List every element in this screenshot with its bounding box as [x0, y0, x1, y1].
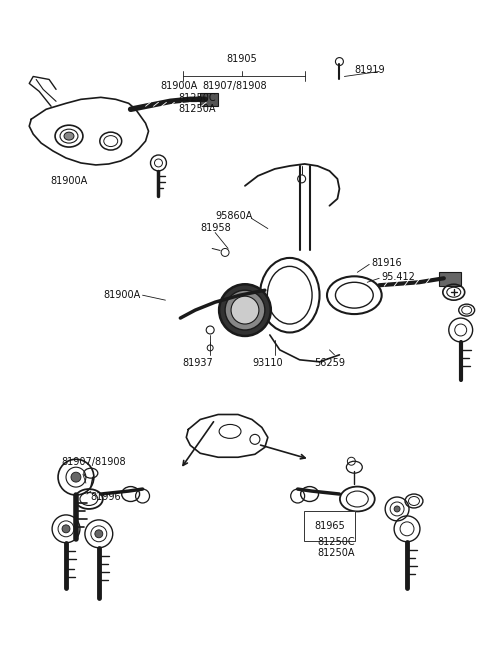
Ellipse shape: [225, 290, 265, 330]
Text: 56259: 56259: [314, 358, 345, 368]
Text: 95860A: 95860A: [215, 211, 252, 221]
Text: 81900A: 81900A: [50, 176, 88, 186]
Text: 81919: 81919: [354, 64, 385, 74]
Text: 81907/81908: 81907/81908: [61, 457, 126, 467]
Text: 81958: 81958: [200, 223, 231, 233]
Text: 81907/81908: 81907/81908: [202, 81, 267, 91]
Text: 81250C: 81250C: [318, 537, 355, 547]
Text: 81250A: 81250A: [318, 548, 355, 558]
Circle shape: [62, 525, 70, 533]
Text: 81965: 81965: [314, 521, 345, 531]
Ellipse shape: [64, 132, 74, 140]
Text: 81900A: 81900A: [103, 290, 141, 300]
Text: 81900A: 81900A: [160, 81, 198, 91]
Text: 81250C: 81250C: [179, 93, 216, 103]
Text: 93110: 93110: [252, 358, 283, 368]
Text: 95.412: 95.412: [381, 273, 415, 283]
Text: 81905: 81905: [227, 53, 257, 64]
Circle shape: [95, 530, 103, 538]
Text: 81937: 81937: [183, 358, 214, 368]
Circle shape: [394, 506, 400, 512]
FancyBboxPatch shape: [439, 273, 461, 286]
Circle shape: [71, 472, 81, 482]
Ellipse shape: [219, 284, 271, 336]
FancyBboxPatch shape: [200, 93, 218, 106]
Ellipse shape: [231, 296, 259, 324]
Text: 81996: 81996: [91, 492, 121, 502]
Text: 81916: 81916: [371, 258, 402, 269]
Text: 81250A: 81250A: [179, 104, 216, 114]
